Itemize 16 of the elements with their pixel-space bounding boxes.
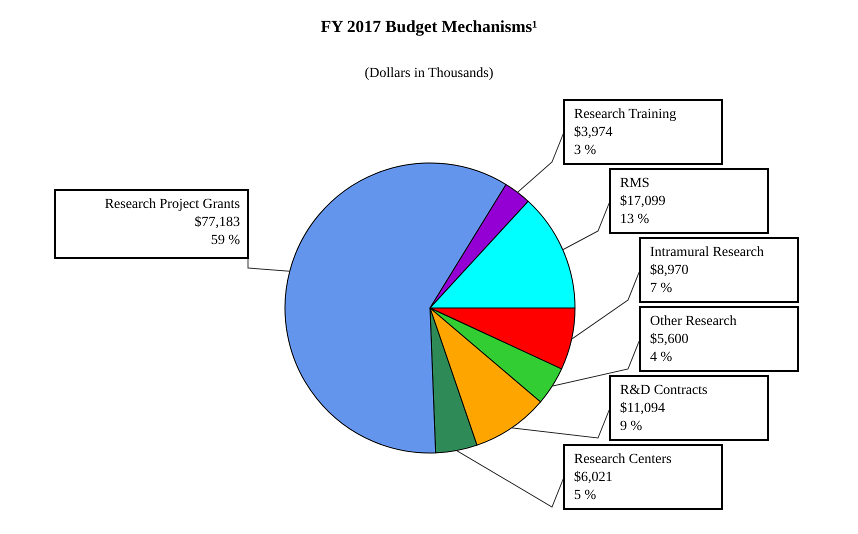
slice-label: Research Training [574, 107, 676, 122]
data-label: $8,970 7 % [650, 263, 688, 296]
chart-subtitle: (Dollars in Thousands) [364, 66, 494, 81]
data-label: $3,974 3 % [574, 125, 612, 158]
slice-label: Other Research [650, 314, 737, 329]
data-label: $17,099 13 % [620, 194, 666, 227]
slice-label: Intramural Research [650, 245, 764, 260]
data-label: $11,094 9 % [620, 401, 665, 434]
data-label: $77,183 59 % [194, 215, 240, 248]
slice-label: R&D Contracts [620, 383, 708, 398]
chart-title: FY 2017 Budget Mechanisms¹ [320, 17, 538, 36]
slice-label: Research Project Grants [104, 197, 240, 212]
slice-label: RMS [620, 176, 650, 191]
data-label: $6,021 5 % [574, 470, 612, 503]
data-label: $5,600 4 % [650, 332, 688, 365]
slice-label: Research Centers [574, 452, 672, 467]
